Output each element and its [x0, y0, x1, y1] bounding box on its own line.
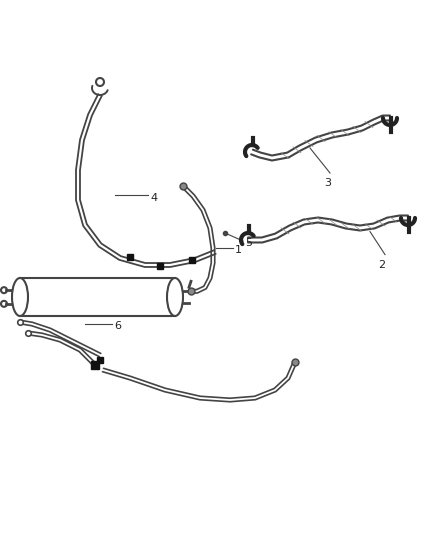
- Text: 5: 5: [245, 238, 252, 248]
- Text: 2: 2: [378, 260, 385, 270]
- Text: 6: 6: [114, 321, 121, 331]
- Text: 4: 4: [150, 193, 157, 203]
- Text: 3: 3: [325, 178, 332, 188]
- Text: 1: 1: [235, 245, 242, 255]
- Ellipse shape: [167, 278, 183, 316]
- Ellipse shape: [12, 278, 28, 316]
- Bar: [20, 278, 175, 316]
